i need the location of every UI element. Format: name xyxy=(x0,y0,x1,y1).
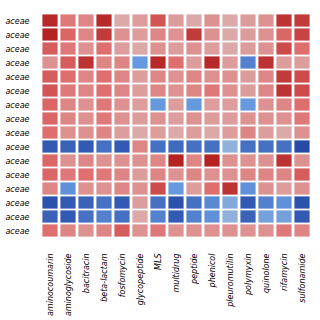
svg-text:polymyxin: polymyxin xyxy=(244,254,253,296)
svg-text:multidrug: multidrug xyxy=(172,254,181,293)
svg-text:aceae: aceae xyxy=(5,199,29,208)
svg-text:aminocoumarin: aminocoumarin xyxy=(46,254,55,317)
svg-text:quinolone: quinolone xyxy=(262,253,271,293)
svg-text:aceae: aceae xyxy=(5,31,29,40)
svg-text:phenicol: phenicol xyxy=(208,253,217,289)
svg-text:rifamycin: rifamycin xyxy=(280,254,289,291)
svg-text:aceae: aceae xyxy=(5,73,29,82)
svg-text:MLS: MLS xyxy=(154,254,163,270)
svg-text:pleuromutilin: pleuromutilin xyxy=(226,254,235,308)
svg-text:aminoglycoside: aminoglycoside xyxy=(64,253,73,316)
svg-text:aceae: aceae xyxy=(5,143,29,152)
svg-text:beta-lactam: beta-lactam xyxy=(100,253,109,301)
svg-text:aceae: aceae xyxy=(5,45,29,54)
svg-text:glycopeptide: glycopeptide xyxy=(136,253,145,305)
svg-text:aceae: aceae xyxy=(5,59,29,68)
svg-text:aceae: aceae xyxy=(5,171,29,180)
svg-text:aceae: aceae xyxy=(5,157,29,166)
svg-text:aceae: aceae xyxy=(5,129,29,138)
svg-text:aceae: aceae xyxy=(5,101,29,110)
svg-text:bacitracin: bacitracin xyxy=(82,254,91,294)
svg-text:sulfonamide: sulfonamide xyxy=(298,253,307,302)
svg-text:aceae: aceae xyxy=(5,17,29,26)
svg-text:peptide: peptide xyxy=(190,253,199,285)
svg-text:aceae: aceae xyxy=(5,87,29,96)
svg-text:aceae: aceae xyxy=(5,227,29,236)
svg-text:aceae: aceae xyxy=(5,115,29,124)
svg-text:aceae: aceae xyxy=(5,185,29,194)
svg-text:aceae: aceae xyxy=(5,213,29,222)
svg-text:fosfomycin: fosfomycin xyxy=(118,254,127,298)
